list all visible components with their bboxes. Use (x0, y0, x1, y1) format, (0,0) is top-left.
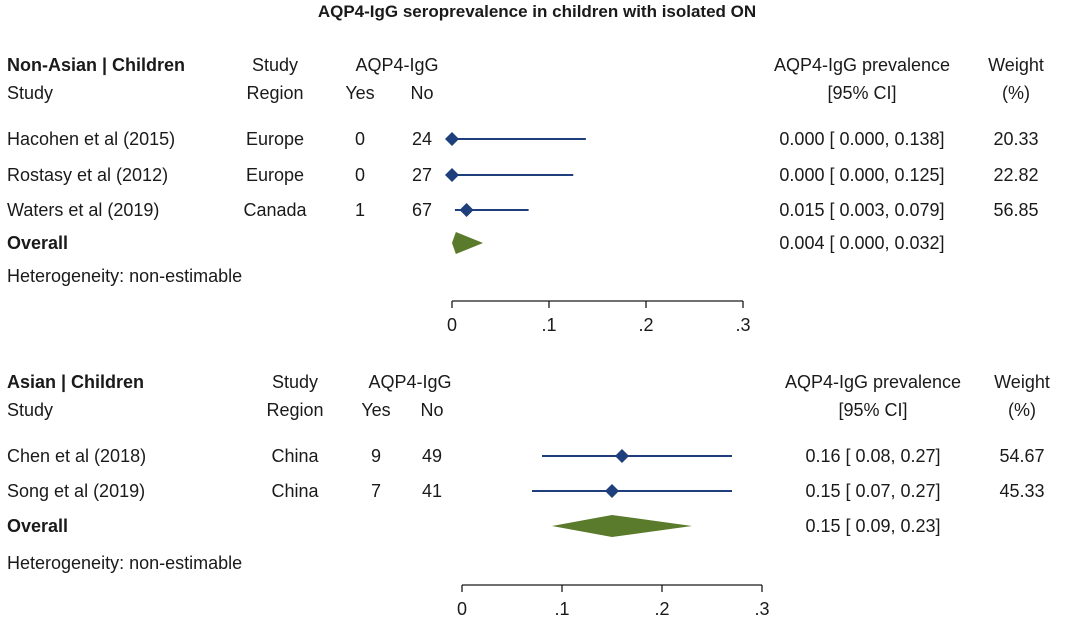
study-yes: 9 (371, 446, 381, 466)
x-tick-label: .3 (754, 599, 769, 619)
header-weight: Weight (994, 372, 1050, 392)
x-tick-label: .3 (735, 315, 750, 335)
header-prevalence: AQP4-IgG prevalence (785, 372, 961, 392)
study-yes: 7 (371, 481, 381, 501)
study-weight: 54.67 (999, 446, 1044, 466)
study-no: 24 (412, 129, 432, 149)
estimate-marker (615, 449, 629, 463)
header-prevalence: AQP4-IgG prevalence (774, 55, 950, 75)
estimate-marker (445, 168, 459, 182)
study-ci-text: 0.015 [ 0.003, 0.079] (779, 200, 944, 220)
study-yes: 0 (355, 129, 365, 149)
overall-ci-text: 0.15 [ 0.09, 0.23] (805, 516, 940, 536)
study-name: Rostasy et al (2012) (7, 165, 168, 185)
header-yes: Yes (361, 400, 390, 420)
header-region-bottom: Region (266, 400, 323, 420)
header-study: Study (7, 83, 53, 103)
header-region-top: Study (252, 55, 298, 75)
overall-diamond (552, 515, 692, 537)
study-no: 67 (412, 200, 432, 220)
study-region: Europe (246, 129, 304, 149)
group-label: Non-Asian | Children (7, 55, 185, 75)
x-tick-label: .2 (654, 599, 669, 619)
study-name: Waters et al (2019) (7, 200, 159, 220)
header-ci: [95% CI] (838, 400, 907, 420)
x-tick-label: 0 (447, 315, 457, 335)
header-ci: [95% CI] (827, 83, 896, 103)
overall-diamond (452, 232, 484, 254)
header-study: Study (7, 400, 53, 420)
study-region: China (271, 481, 319, 501)
study-region: Europe (246, 165, 304, 185)
study-ci-text: 0.000 [ 0.000, 0.138] (779, 129, 944, 149)
study-no: 41 (422, 481, 442, 501)
chart-title: AQP4-IgG seroprevalence in children with… (318, 2, 756, 21)
header-region-top: Study (272, 372, 318, 392)
study-ci-text: 0.15 [ 0.07, 0.27] (805, 481, 940, 501)
overall-label: Overall (7, 233, 68, 253)
study-yes: 1 (355, 200, 365, 220)
header-region-bottom: Region (246, 83, 303, 103)
study-no: 49 (422, 446, 442, 466)
estimate-marker (445, 132, 459, 146)
overall-ci-text: 0.004 [ 0.000, 0.032] (779, 233, 944, 253)
study-ci-text: 0.000 [ 0.000, 0.125] (779, 165, 944, 185)
header-aqp4-igg: AQP4-IgG (368, 372, 451, 392)
overall-label: Overall (7, 516, 68, 536)
header-weight: Weight (988, 55, 1044, 75)
header-weight-unit: (%) (1002, 83, 1030, 103)
estimate-marker (605, 484, 619, 498)
study-region: Canada (243, 200, 307, 220)
x-tick-label: .2 (638, 315, 653, 335)
heterogeneity-note: Heterogeneity: non-estimable (7, 266, 242, 286)
study-weight: 20.33 (993, 129, 1038, 149)
study-weight: 45.33 (999, 481, 1044, 501)
estimate-marker (459, 203, 474, 217)
study-ci-text: 0.16 [ 0.08, 0.27] (805, 446, 940, 466)
study-yes: 0 (355, 165, 365, 185)
study-name: Hacohen et al (2015) (7, 129, 175, 149)
heterogeneity-note: Heterogeneity: non-estimable (7, 553, 242, 573)
study-no: 27 (412, 165, 432, 185)
header-yes: Yes (345, 83, 374, 103)
group-label: Asian | Children (7, 372, 144, 392)
study-weight: 56.85 (993, 200, 1038, 220)
study-weight: 22.82 (993, 165, 1038, 185)
x-tick-label: .1 (541, 315, 556, 335)
study-name: Chen et al (2018) (7, 446, 146, 466)
header-aqp4-igg: AQP4-IgG (355, 55, 438, 75)
study-name: Song et al (2019) (7, 481, 145, 501)
header-no: No (410, 83, 433, 103)
x-tick-label: .1 (554, 599, 569, 619)
header-weight-unit: (%) (1008, 400, 1036, 420)
header-no: No (420, 400, 443, 420)
x-tick-label: 0 (457, 599, 467, 619)
study-region: China (271, 446, 319, 466)
